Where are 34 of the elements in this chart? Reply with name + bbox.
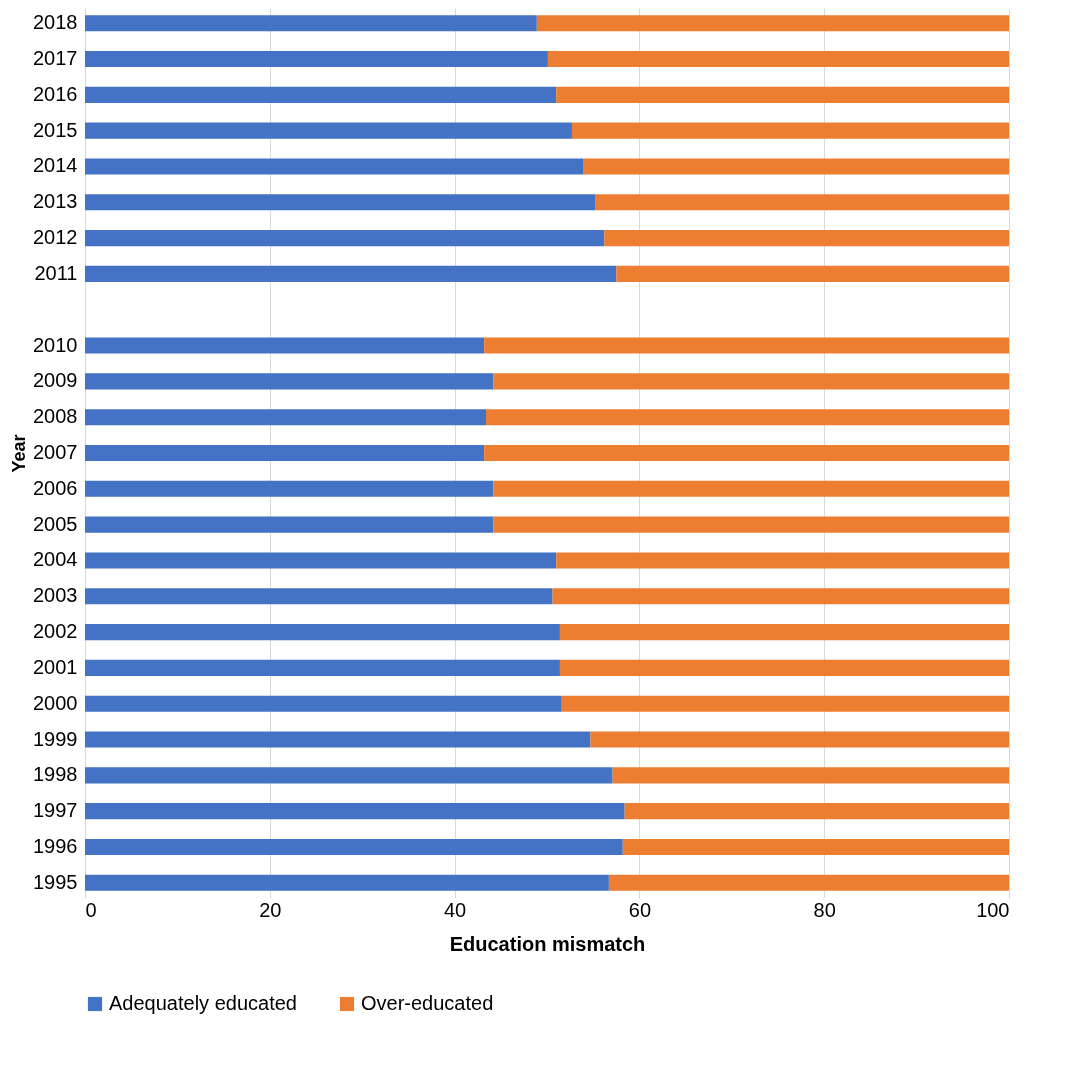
y-tick-label: 2011 (34, 261, 78, 284)
y-tick-label: 2004 (33, 548, 78, 571)
y-tick-label: 2000 (33, 691, 78, 714)
y-tick-label: 2003 (33, 584, 78, 607)
x-tick-label: 0 (85, 898, 97, 921)
y-tick-label: 2016 (33, 82, 78, 105)
y-tick-label: 2015 (33, 118, 78, 141)
legend-label: Over-educated (361, 992, 494, 1014)
y-tick-label: 2008 (33, 405, 78, 428)
x-tick-label: 60 (628, 898, 652, 921)
y-tick-label: 2010 (33, 333, 78, 356)
y-tick-label: 1998 (33, 763, 78, 786)
x-tick-label: 20 (259, 898, 282, 921)
y-tick-label: 2007 (33, 441, 78, 463)
y-tick-label: 2001 (33, 655, 78, 678)
x-tick-label: 80 (813, 898, 836, 921)
y-tick-label: 2017 (33, 47, 78, 70)
y-tick-label: 2009 (33, 369, 78, 392)
y-tick-label: 2012 (33, 226, 78, 249)
y-tick-label: 2018 (33, 11, 78, 34)
y-tick-label: 1999 (33, 727, 78, 750)
x-tick-label: 40 (443, 898, 467, 921)
y-tick-label: 1996 (33, 834, 78, 857)
x-axis-title: Education mismatch (449, 932, 646, 955)
legend-label: Adequately educated (109, 992, 297, 1014)
y-tick-label: 1997 (33, 799, 78, 822)
y-tick-label: 2013 (33, 190, 78, 213)
y-tick-label: 2006 (33, 476, 78, 499)
x-tick-label: 100 (976, 898, 1010, 921)
y-tick-label: 1995 (33, 870, 78, 893)
y-tick-label: 2005 (33, 512, 78, 535)
y-tick-label: 2002 (33, 620, 78, 643)
y-tick-label: 2014 (33, 154, 78, 177)
y-axis-title: Year (9, 434, 30, 473)
